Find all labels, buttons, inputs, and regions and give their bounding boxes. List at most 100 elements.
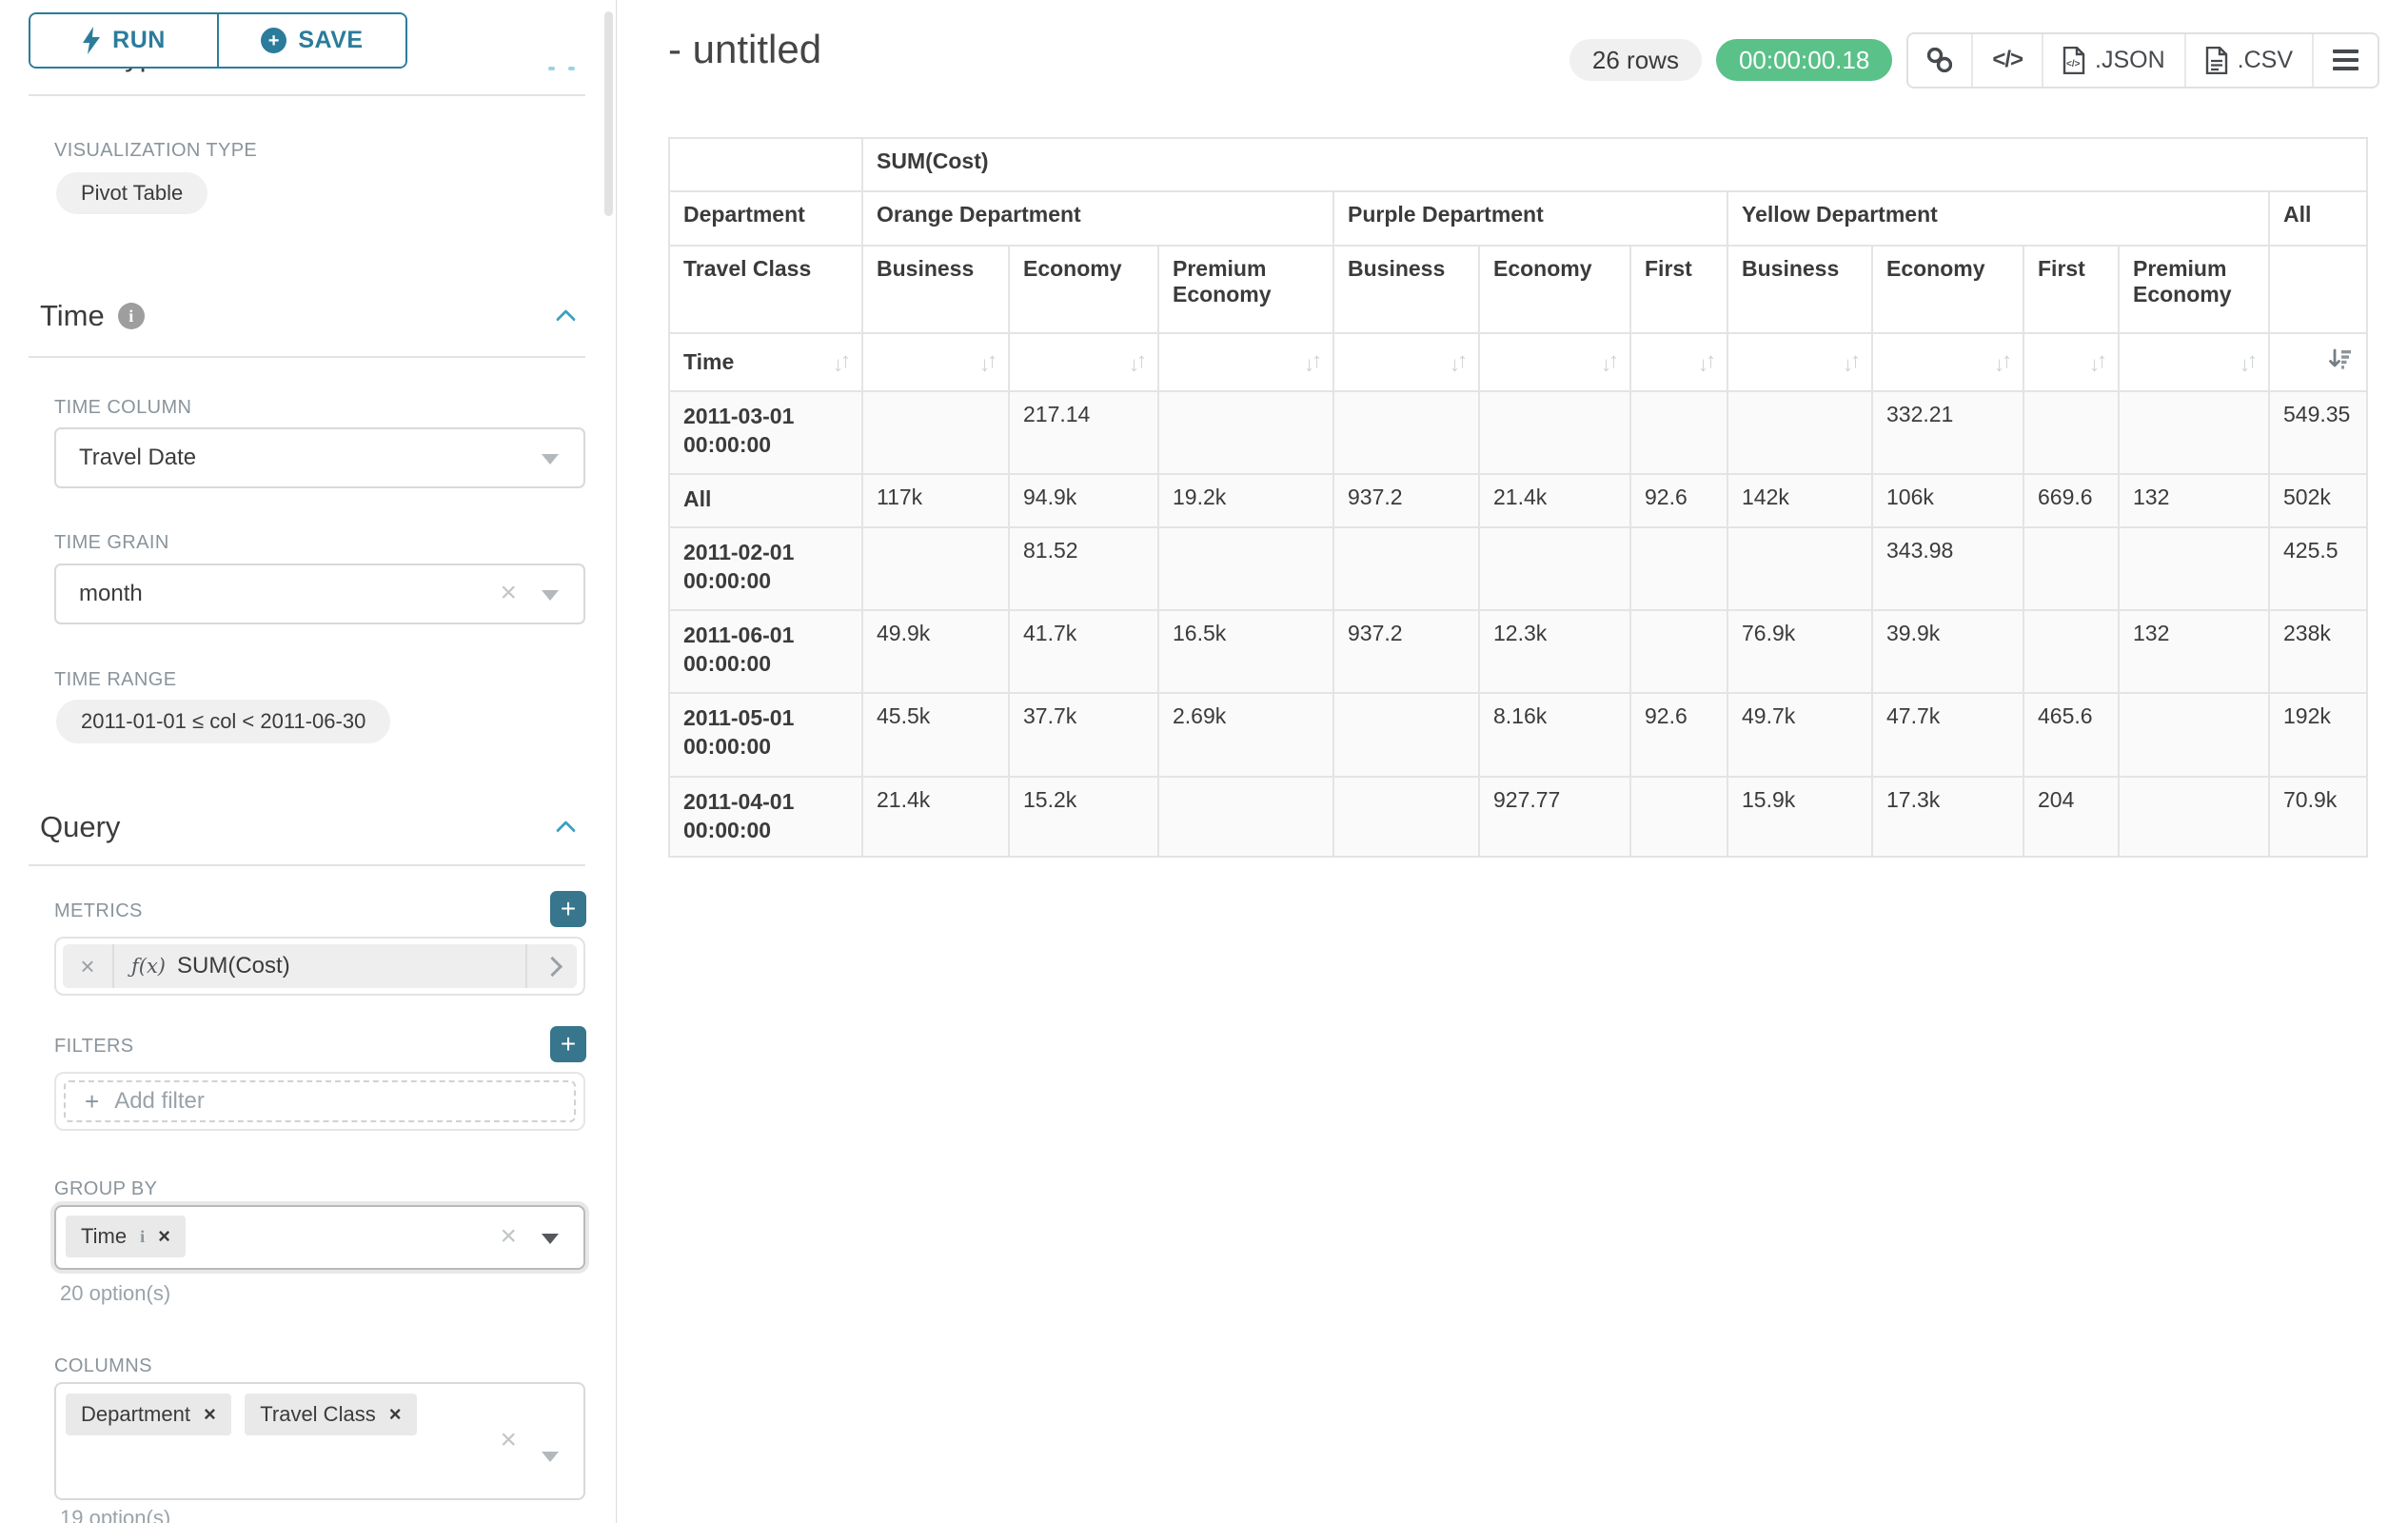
column-group-header: Purple Department [1332, 190, 1728, 247]
time-column-select[interactable]: Travel Date [54, 427, 585, 488]
group-by-select[interactable]: Time i × × [54, 1205, 585, 1270]
table-cell: 45.5k [861, 692, 1010, 778]
sort-desc-active-icon[interactable] [2327, 347, 2353, 377]
sort-icon[interactable]: ↓↑ [1304, 347, 1322, 376]
table-cell: 117k [861, 473, 1010, 528]
export-csv-label: .CSV [2237, 46, 2293, 73]
sidebar-scrollbar[interactable] [604, 11, 613, 216]
time-sort-label: Time [683, 349, 735, 374]
time-sort-header[interactable]: Time ↓↑ [668, 332, 863, 392]
caret-down-icon[interactable] [542, 1234, 559, 1244]
chevron-right-icon[interactable] [525, 944, 577, 988]
column-sort-header[interactable]: ↓↑ [1008, 332, 1159, 392]
remove-metric-icon[interactable]: × [63, 944, 114, 988]
tag-remove-icon[interactable]: × [388, 1402, 402, 1426]
add-metric-button[interactable]: + [550, 891, 586, 927]
column-sort-header[interactable] [2267, 332, 2369, 392]
copy-link-button[interactable] [1908, 34, 1971, 87]
table-cell: 937.2 [1332, 609, 1480, 694]
column-sort-header[interactable]: ↓↑ [1478, 332, 1631, 392]
table-cell [2118, 776, 2270, 858]
sort-icon[interactable]: ↓↑ [833, 347, 851, 376]
sort-icon[interactable]: ↓↑ [2089, 347, 2107, 376]
column-sort-header[interactable]: ↓↑ [1332, 332, 1480, 392]
tag-info-icon[interactable]: i [140, 1226, 146, 1246]
table-row: All 117k 94.9k 19.2k 937.2 21.4k 92.6 142k 106k 6… [668, 473, 2369, 528]
add-filter-plus-button[interactable]: + [550, 1026, 586, 1062]
sort-icon[interactable]: ↓↑ [2240, 347, 2258, 376]
columns-tag-department[interactable]: Department × [66, 1394, 231, 1435]
column-header [2267, 245, 2369, 334]
group-by-tag-time[interactable]: Time i × [66, 1216, 186, 1257]
embed-code-button[interactable]: </> [1971, 33, 2042, 87]
metric-label-area[interactable]: ƒ(x) SUM(Cost) [114, 944, 525, 988]
table-cell [1478, 390, 1631, 475]
table-cell [1332, 776, 1480, 858]
column-group-header: Yellow Department [1727, 190, 2270, 247]
info-icon[interactable]: i [117, 303, 145, 329]
query-section-header: Query [40, 810, 120, 844]
tag-remove-icon[interactable]: × [158, 1224, 170, 1248]
table-cell [1629, 776, 1728, 858]
column-sort-header[interactable]: ↓↑ [1727, 332, 1873, 392]
column-sort-header[interactable]: ↓↑ [1157, 332, 1334, 392]
table-cell [861, 390, 1010, 475]
table-cell: 21.4k [861, 776, 1010, 858]
column-header: First [2023, 245, 2120, 334]
caret-down-icon[interactable] [542, 1452, 559, 1462]
time-range-pill[interactable]: 2011-01-01 ≤ col < 2011-06-30 [56, 700, 391, 743]
table-cell: 92.6 [1629, 692, 1728, 778]
sort-icon[interactable]: ↓↑ [979, 347, 997, 376]
table-cell [1629, 390, 1728, 475]
sort-icon[interactable]: ↓↑ [1129, 347, 1147, 376]
chevron-up-icon[interactable] [557, 307, 576, 326]
sort-icon[interactable]: ↓↑ [1994, 347, 2012, 376]
table-cell [1332, 692, 1480, 778]
sort-icon[interactable]: ↓↑ [1601, 347, 1619, 376]
export-csv-button[interactable]: .CSV [2183, 33, 2312, 87]
hamburger-icon [2333, 49, 2359, 70]
column-header: Economy [1008, 245, 1159, 334]
add-filter-button[interactable]: + Add filter [64, 1080, 576, 1122]
table-cell: 132 [2118, 473, 2270, 528]
sort-icon[interactable]: ↓↑ [1698, 347, 1716, 376]
metric-pill[interactable]: × ƒ(x) SUM(Cost) [63, 944, 577, 988]
more-menu-button[interactable] [2312, 33, 2378, 87]
metrics-container: × ƒ(x) SUM(Cost) [54, 937, 585, 996]
sort-icon[interactable]: ↓↑ [1843, 347, 1861, 376]
caret-down-icon[interactable] [542, 454, 559, 465]
chevron-up-icon[interactable] [557, 818, 576, 837]
time-section-title: Time [40, 299, 105, 332]
table-cell: 192k [2267, 692, 2369, 778]
column-sort-header[interactable]: ↓↑ [1871, 332, 2024, 392]
table-cell [2118, 390, 2270, 475]
save-button[interactable]: + SAVE [217, 14, 405, 67]
run-button[interactable]: RUN [30, 14, 217, 67]
caret-down-icon[interactable] [542, 590, 559, 601]
pivot-corner-cell [668, 137, 863, 192]
column-header: Premium Economy [1157, 245, 1334, 334]
columns-select[interactable]: Department × Travel Class × × [54, 1382, 585, 1500]
clear-icon[interactable]: × [500, 1219, 517, 1252]
column-sort-header[interactable]: ↓↑ [2118, 332, 2270, 392]
tag-label: Department [81, 1402, 190, 1426]
viz-type-pill[interactable]: Pivot Table [56, 172, 208, 214]
control-panel-sidebar: Chart Type RUN + SAVE VISUALIZATION TYPE… [0, 0, 617, 1523]
tag-remove-icon[interactable]: × [203, 1402, 216, 1426]
table-cell: 47.7k [1871, 692, 2024, 778]
column-group-header: All [2267, 190, 2369, 247]
chart-title[interactable]: - untitled [668, 27, 822, 71]
clear-icon[interactable]: × [500, 576, 517, 608]
table-cell: 17.3k [1871, 776, 2024, 858]
column-sort-header[interactable]: ↓↑ [861, 332, 1010, 392]
sort-icon[interactable]: ↓↑ [1450, 347, 1468, 376]
columns-tag-travel-class[interactable]: Travel Class × [245, 1394, 417, 1435]
export-json-button[interactable]: </> .JSON [2042, 33, 2184, 87]
table-cell: 106k [1871, 473, 2024, 528]
time-grain-select[interactable]: month × [54, 564, 585, 624]
column-sort-header[interactable]: ↓↑ [1629, 332, 1728, 392]
column-sort-header[interactable]: ↓↑ [2023, 332, 2120, 392]
clear-icon[interactable]: × [500, 1423, 517, 1455]
row-count-badge: 26 rows [1569, 39, 1702, 81]
